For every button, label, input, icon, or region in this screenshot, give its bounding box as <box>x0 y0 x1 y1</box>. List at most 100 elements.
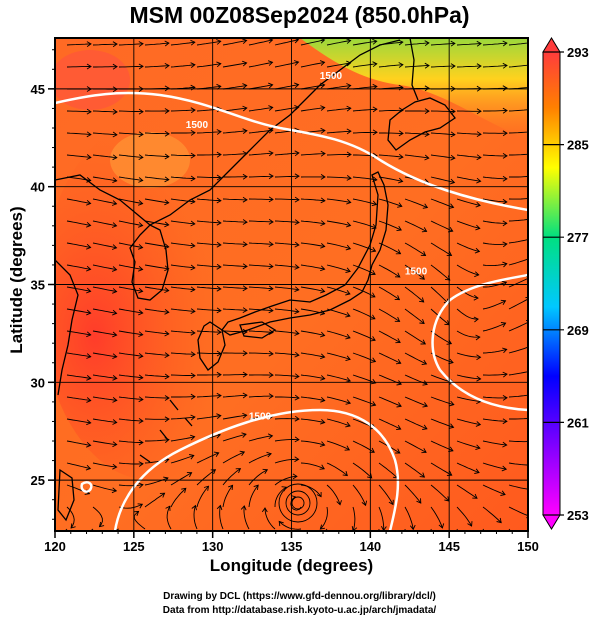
streamline-arrowhead <box>190 372 196 379</box>
streamline-arrowhead <box>502 418 508 425</box>
streamline-arrowhead <box>86 131 92 138</box>
streamline <box>404 42 429 46</box>
streamline <box>456 132 482 135</box>
streamline-arrowhead <box>319 60 326 66</box>
streamline-arrowhead <box>138 200 144 206</box>
streamline-arrowhead <box>240 505 247 511</box>
streamline-arrowhead <box>111 200 118 206</box>
streamline-arrowhead <box>500 490 506 496</box>
streamline <box>326 220 351 227</box>
streamline <box>222 39 247 46</box>
streamline-arrowhead <box>475 444 481 451</box>
coastline-hokkaido <box>387 97 456 151</box>
streamline-arrowhead <box>500 322 507 328</box>
streamline-arrowhead <box>138 461 144 467</box>
streamline-arrowhead <box>261 507 268 513</box>
streamline <box>222 308 248 311</box>
streamline <box>144 264 169 270</box>
streamline-arrowhead <box>216 504 223 511</box>
streamline-arrowhead <box>422 380 428 386</box>
streamline <box>144 198 169 204</box>
streamline-arrowhead <box>186 472 193 478</box>
streamline <box>326 462 348 476</box>
streamline <box>274 198 300 201</box>
streamline-arrowhead <box>502 153 508 159</box>
streamline <box>300 220 325 225</box>
streamline <box>326 330 351 339</box>
streamline <box>326 130 351 134</box>
cool-region-northeast <box>300 38 528 140</box>
streamline-arrowhead <box>138 265 144 272</box>
streamline <box>378 352 401 364</box>
streamline <box>456 374 481 380</box>
streamline-arrowhead <box>242 105 248 112</box>
streamline <box>196 395 222 398</box>
y-tick-label: 45 <box>31 82 45 97</box>
streamline <box>456 308 479 320</box>
streamline-arrowhead <box>529 393 533 398</box>
streamline-arrowhead <box>395 448 401 454</box>
streamline <box>456 418 481 426</box>
streamline-arrowhead <box>500 299 507 306</box>
streamline <box>170 286 195 291</box>
height-contour-north <box>55 91 528 212</box>
streamline-arrowhead <box>242 371 248 378</box>
streamline <box>482 176 507 180</box>
streamline <box>264 507 276 530</box>
streamline <box>118 132 144 135</box>
streamline <box>378 64 403 68</box>
streamline-arrowhead <box>138 244 144 250</box>
streamline <box>326 242 351 250</box>
streamline-arrowhead <box>476 131 482 137</box>
streamline <box>430 198 454 208</box>
streamline <box>508 528 512 531</box>
streamline <box>144 65 170 68</box>
streamline-arrowhead <box>164 309 170 315</box>
streamline <box>170 472 192 486</box>
streamline <box>352 40 377 46</box>
streamline <box>404 264 425 280</box>
streamline-arrowhead <box>294 415 300 422</box>
streamline <box>145 439 169 442</box>
streamline <box>430 264 451 281</box>
streamline <box>352 352 376 363</box>
streamline-arrowhead <box>421 448 427 454</box>
streamline-arrowhead <box>112 154 118 161</box>
x-tick-label: 150 <box>517 539 539 554</box>
streamline <box>248 352 274 355</box>
streamline <box>92 154 117 159</box>
streamline <box>378 396 402 407</box>
streamline <box>508 218 528 222</box>
streamline-arrowhead <box>235 468 242 474</box>
streamline-arrowhead <box>448 446 454 452</box>
streamline <box>430 286 449 304</box>
streamline-arrowhead <box>336 500 342 506</box>
colorbar-label: 293 <box>567 45 589 60</box>
streamline <box>326 440 350 451</box>
streamline <box>404 352 427 365</box>
streamline <box>456 462 480 474</box>
colorbar-label: 277 <box>567 230 589 245</box>
contour-label: 1500 <box>405 267 428 278</box>
x-axis-ticks: 120 125 130 135 140 145 150 <box>44 531 539 554</box>
streamline-arrowhead <box>216 39 222 45</box>
streamline <box>508 298 528 310</box>
streamline-arrowhead <box>398 39 404 46</box>
streamline <box>274 264 299 268</box>
streamline <box>482 42 507 46</box>
streamline-arrowhead <box>294 150 300 157</box>
streamline-arrowhead <box>164 416 170 423</box>
streamline <box>482 198 507 203</box>
streamline <box>92 374 117 379</box>
credit-data: Data from http://database.rish.kyoto-u.a… <box>162 605 437 616</box>
contour-label: 1500 <box>320 71 343 82</box>
streamline <box>274 352 299 356</box>
streamline <box>248 330 274 333</box>
streamline-arrowhead <box>242 173 248 180</box>
streamline <box>222 264 248 267</box>
streamline-arrowhead <box>450 63 456 69</box>
streamline <box>352 396 376 406</box>
streamline <box>118 154 143 158</box>
streamline <box>300 418 325 424</box>
